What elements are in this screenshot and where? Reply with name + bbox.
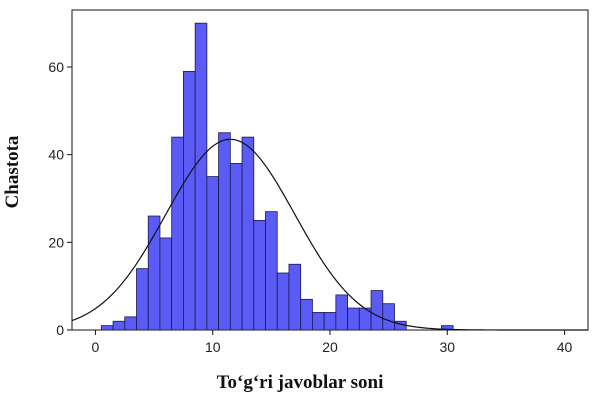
histogram-bar bbox=[300, 298, 313, 331]
histogram-bar bbox=[206, 176, 219, 331]
histogram-bar bbox=[347, 307, 360, 331]
y-tick-label: 0 bbox=[56, 322, 64, 338]
x-tick-label: 0 bbox=[92, 339, 100, 355]
x-tick-label: 40 bbox=[557, 339, 573, 355]
y-tick-label: 60 bbox=[48, 59, 64, 75]
x-axis-label: To‘g‘ri javoblar soni bbox=[217, 372, 384, 393]
histogram-bar bbox=[100, 325, 114, 331]
histogram-bar bbox=[183, 70, 196, 331]
histogram-bar bbox=[370, 290, 384, 331]
x-tick-label: 10 bbox=[205, 339, 221, 355]
y-tick-label: 20 bbox=[48, 234, 64, 250]
histogram-bar bbox=[253, 220, 266, 331]
histogram-bar bbox=[382, 303, 395, 331]
histogram-bar bbox=[323, 312, 337, 331]
normal-curve bbox=[71, 138, 588, 331]
histogram-bar bbox=[112, 320, 126, 331]
y-tick-label: 40 bbox=[48, 147, 64, 163]
histogram-bar bbox=[288, 263, 302, 331]
histogram-bar bbox=[124, 316, 137, 331]
y-axis-label: Chastota bbox=[2, 135, 23, 208]
histogram-bar bbox=[171, 136, 184, 331]
histogram-bar bbox=[276, 272, 290, 331]
histogram-bar bbox=[229, 163, 243, 331]
histogram-bar bbox=[194, 22, 208, 331]
x-tick-label: 20 bbox=[322, 339, 338, 355]
x-axis-ticks: 0 10 20 30 40 bbox=[92, 330, 573, 355]
histogram-bar bbox=[218, 132, 231, 331]
histogram-bar bbox=[241, 136, 255, 331]
x-tick-label: 30 bbox=[439, 339, 455, 355]
y-axis-ticks: 0 20 40 60 bbox=[48, 59, 72, 338]
histogram-bar bbox=[159, 237, 173, 331]
histogram-bar bbox=[265, 211, 278, 331]
histogram-bar bbox=[147, 215, 161, 331]
histogram-bar bbox=[136, 268, 149, 331]
histogram-bars bbox=[100, 22, 454, 331]
histogram-bar bbox=[312, 312, 325, 331]
histogram-bar bbox=[335, 294, 348, 331]
